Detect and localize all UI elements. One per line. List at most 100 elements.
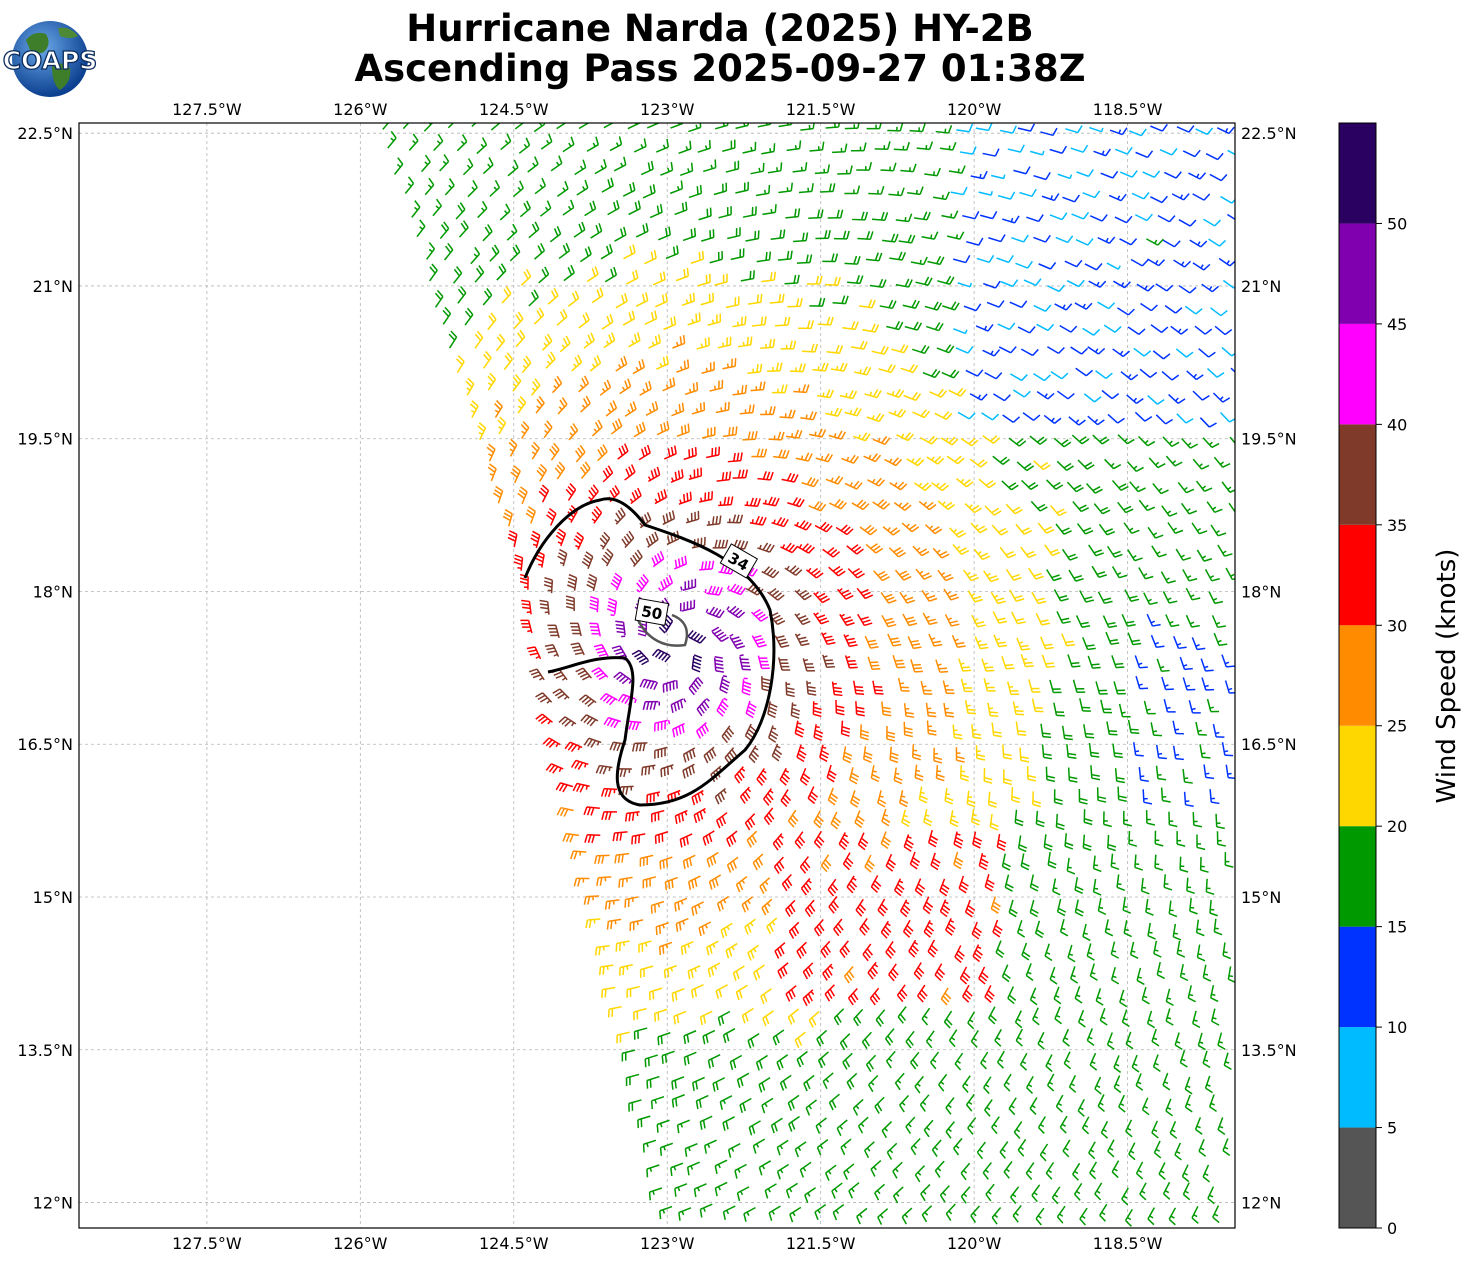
wind-barb [938, 1073, 948, 1092]
wind-barb [967, 590, 984, 603]
wind-barb [802, 989, 815, 1007]
wind-barb [1178, 219, 1197, 227]
wind-barb [1172, 923, 1182, 941]
wind-barb [800, 877, 812, 896]
wind-barb [1196, 944, 1206, 962]
wind-barb [448, 330, 458, 349]
wind-barb [1176, 940, 1186, 958]
wind-barb [1189, 898, 1198, 915]
wind-barb [1202, 437, 1220, 449]
wind-barb [617, 693, 637, 706]
wind-barb [1225, 567, 1235, 581]
wind-barb [780, 542, 799, 554]
wind-barb [1204, 1075, 1213, 1094]
wind-barb [800, 123, 815, 131]
wind-barb [1179, 1050, 1188, 1068]
wind-barb [614, 852, 630, 864]
wind-barb [1188, 700, 1201, 714]
wind-barb [517, 395, 527, 414]
lat-tick-label-left: 19.5°N [17, 430, 73, 449]
wind-barb [739, 1097, 752, 1113]
wind-barb [767, 162, 783, 174]
wind-barb [1147, 258, 1166, 267]
wind-barb [1128, 128, 1147, 137]
wind-barb [416, 219, 426, 238]
wind-barb [990, 591, 1006, 605]
wind-barb [799, 767, 811, 786]
wind-barb [1095, 681, 1108, 695]
wind-barb [844, 655, 858, 669]
wind-barb [978, 191, 993, 196]
wind-barb [841, 454, 859, 464]
wind-barb [628, 200, 641, 216]
wind-barb [1146, 238, 1164, 246]
wind-barb [1212, 392, 1231, 403]
wind-barb [842, 321, 859, 331]
wind-barb [722, 139, 736, 152]
wind-barb [655, 138, 669, 153]
wind-barb [953, 328, 968, 335]
wind-barb [1152, 350, 1171, 360]
wind-barb [924, 524, 943, 535]
wind-barb [740, 270, 755, 282]
wind-barb [983, 767, 993, 784]
wind-barb [992, 611, 1008, 624]
wind-barb [939, 142, 957, 151]
wind-barb [1071, 434, 1090, 445]
wind-barb [679, 833, 693, 848]
wind-barb [1035, 810, 1045, 828]
wind-barb [719, 1095, 733, 1110]
wind-barb [960, 678, 973, 693]
lat-tick-label-right: 19.5°N [1241, 430, 1297, 449]
wind-barb [999, 546, 1016, 559]
wind-barb [893, 141, 910, 151]
wind-barb [474, 265, 485, 283]
wind-barb [1151, 545, 1167, 558]
wind-barb [712, 539, 729, 549]
wind-barb [935, 125, 953, 134]
wind-barb [591, 505, 603, 524]
wind-barb [662, 510, 676, 526]
wind-barb [908, 939, 919, 958]
wind-barb [535, 713, 553, 725]
wind-barb [1047, 346, 1065, 355]
wind-barb [852, 432, 871, 442]
wind-barb [949, 527, 967, 538]
wind-barb [982, 1162, 992, 1180]
wind-barb [799, 856, 811, 874]
wind-barb [726, 583, 747, 596]
wind-barb [881, 701, 892, 717]
wind-barb [815, 1117, 827, 1134]
wind-barb [600, 787, 618, 798]
wind-barb [742, 141, 757, 154]
wind-barb [829, 498, 847, 510]
wind-barb [671, 1094, 685, 1108]
wind-barb [899, 899, 911, 918]
wind-barb [1221, 346, 1235, 357]
wind-barb [477, 422, 487, 441]
wind-barb [1229, 436, 1235, 445]
wind-barb [910, 1051, 920, 1070]
wind-barb [1181, 437, 1199, 449]
wind-barb [1199, 417, 1217, 428]
wind-barb [881, 1121, 893, 1139]
wind-barb [982, 435, 1001, 444]
wind-barb [901, 1207, 913, 1225]
wind-barb [892, 1186, 904, 1204]
wind-barb [1063, 1051, 1072, 1070]
wind-barb [1029, 874, 1039, 892]
wind-barb [761, 143, 776, 155]
wind-barb [945, 1121, 955, 1139]
wind-barb [1165, 1008, 1174, 1026]
wind-barb [688, 123, 702, 133]
wind-barb [764, 1183, 777, 1199]
wind-barb [1146, 1010, 1156, 1029]
wind-barb [970, 1205, 981, 1223]
wind-barb [940, 436, 959, 446]
wind-barb [785, 899, 796, 918]
wind-barb [683, 447, 697, 461]
wind-barb [897, 677, 910, 692]
wind-barb [599, 379, 612, 396]
wind-barb [776, 1054, 789, 1071]
wind-barb [489, 179, 501, 197]
